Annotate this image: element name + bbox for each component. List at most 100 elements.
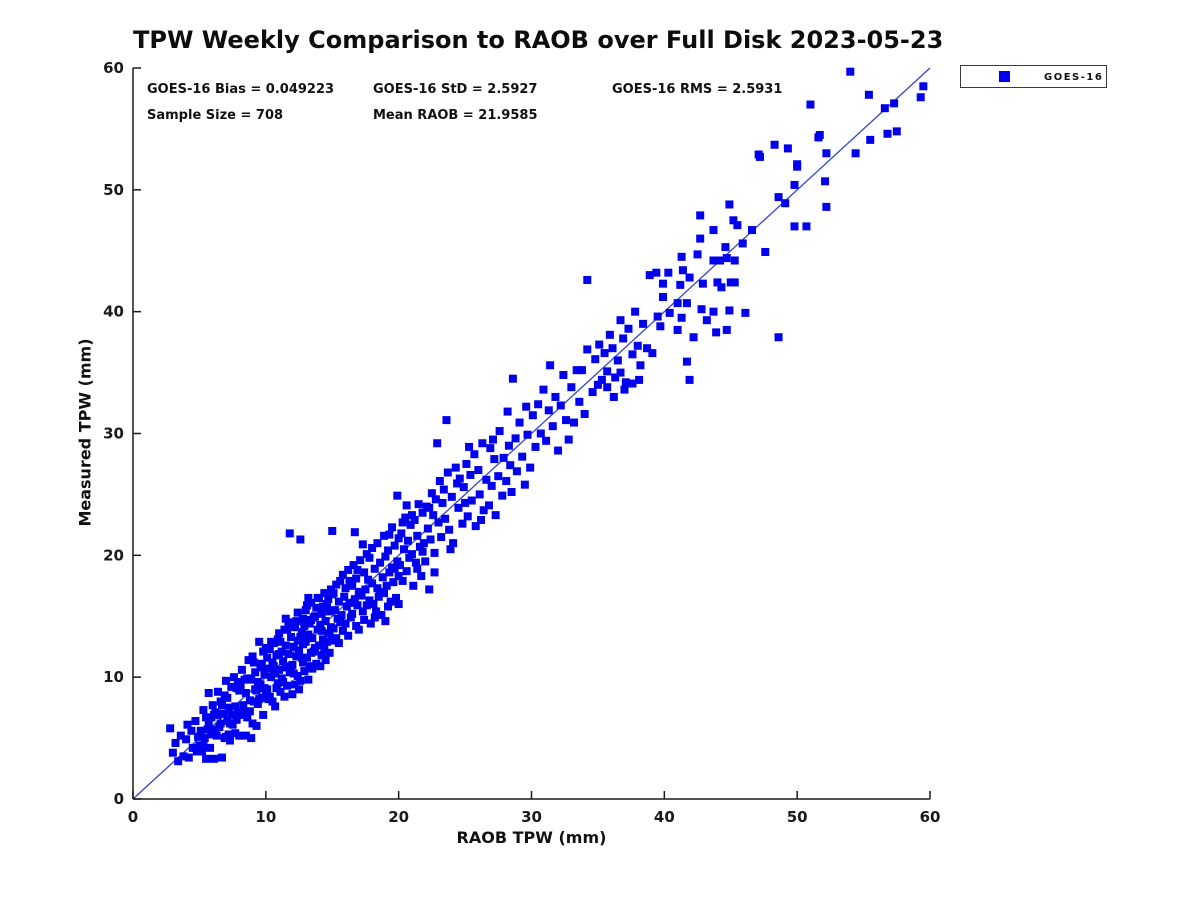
data-point [245, 707, 254, 716]
data-point [620, 385, 629, 394]
data-point [381, 552, 390, 561]
data-point [725, 306, 734, 315]
data-point [534, 400, 543, 409]
data-point [237, 665, 246, 674]
data-point [292, 617, 301, 626]
data-point [336, 576, 345, 585]
data-point [676, 280, 685, 289]
data-point [403, 536, 412, 545]
data-point [677, 313, 686, 322]
data-point [725, 200, 734, 209]
data-point [306, 615, 315, 624]
data-point [562, 416, 571, 425]
data-point [463, 512, 472, 521]
data-point [338, 626, 347, 635]
data-point [417, 572, 426, 581]
data-point [455, 474, 464, 483]
data-point [484, 501, 493, 510]
data-point [633, 341, 642, 350]
data-point [459, 483, 468, 492]
data-point [334, 639, 343, 648]
data-point [256, 663, 265, 672]
data-point [182, 735, 191, 744]
stat-sample-size: Sample Size = 708 [147, 108, 284, 123]
data-point [382, 581, 391, 590]
data-point [580, 410, 589, 419]
data-point [544, 406, 553, 415]
legend-label: GOES-16 [1044, 72, 1104, 83]
data-point [802, 222, 811, 231]
data-point [255, 637, 264, 646]
data-point [378, 573, 387, 582]
data-point [187, 726, 196, 735]
data-point [445, 525, 454, 534]
data-point [360, 568, 369, 577]
data-point [324, 595, 333, 604]
data-point [249, 658, 258, 667]
data-point [755, 152, 764, 161]
data-point [395, 561, 404, 570]
data-point [210, 710, 219, 719]
data-point [880, 104, 889, 113]
data-point [232, 715, 241, 724]
data-point [299, 640, 308, 649]
data-point [892, 127, 901, 136]
data-point [442, 416, 451, 425]
data-point [317, 651, 326, 660]
data-point [466, 470, 475, 479]
legend: GOES-16 [960, 65, 1107, 88]
data-point [292, 652, 301, 661]
data-point [374, 592, 383, 601]
data-point [362, 601, 371, 610]
data-point [229, 673, 238, 682]
data-point [491, 511, 500, 520]
data-point [446, 545, 455, 554]
x-tick-label: 0 [128, 808, 138, 826]
data-point [386, 597, 395, 606]
data-point [285, 529, 294, 538]
data-point [350, 528, 359, 537]
y-tick-label: 10 [103, 668, 124, 686]
data-point [487, 481, 496, 490]
data-point [313, 593, 322, 602]
data-point [411, 558, 420, 567]
data-point [447, 492, 456, 501]
data-point [449, 539, 458, 548]
data-point [352, 574, 361, 583]
data-point [284, 618, 293, 627]
data-point [717, 283, 726, 292]
data-point [202, 754, 211, 763]
data-point [227, 682, 236, 691]
data-point [748, 226, 757, 235]
data-point [583, 345, 592, 354]
data-point [693, 250, 702, 259]
y-tick-label: 40 [103, 303, 124, 321]
data-point [528, 411, 537, 420]
data-point [225, 719, 234, 728]
data-point [257, 693, 266, 702]
data-point [822, 149, 831, 158]
data-point [498, 491, 507, 500]
data-point [546, 361, 555, 370]
data-point [433, 439, 442, 448]
data-point [712, 328, 721, 337]
data-point [673, 299, 682, 308]
data-point [214, 687, 223, 696]
data-point [659, 293, 668, 302]
data-point [426, 535, 435, 544]
data-point [702, 316, 711, 325]
data-point [689, 333, 698, 342]
data-point [392, 593, 401, 602]
data-point [656, 322, 665, 331]
data-point [431, 495, 440, 504]
data-point [273, 679, 282, 688]
data-point [344, 565, 353, 574]
data-point [325, 648, 334, 657]
data-point [192, 747, 201, 756]
data-point [241, 731, 250, 740]
data-point [314, 641, 323, 650]
data-point [198, 747, 207, 756]
data-point [520, 480, 529, 489]
data-point [559, 371, 568, 380]
data-point [297, 628, 306, 637]
